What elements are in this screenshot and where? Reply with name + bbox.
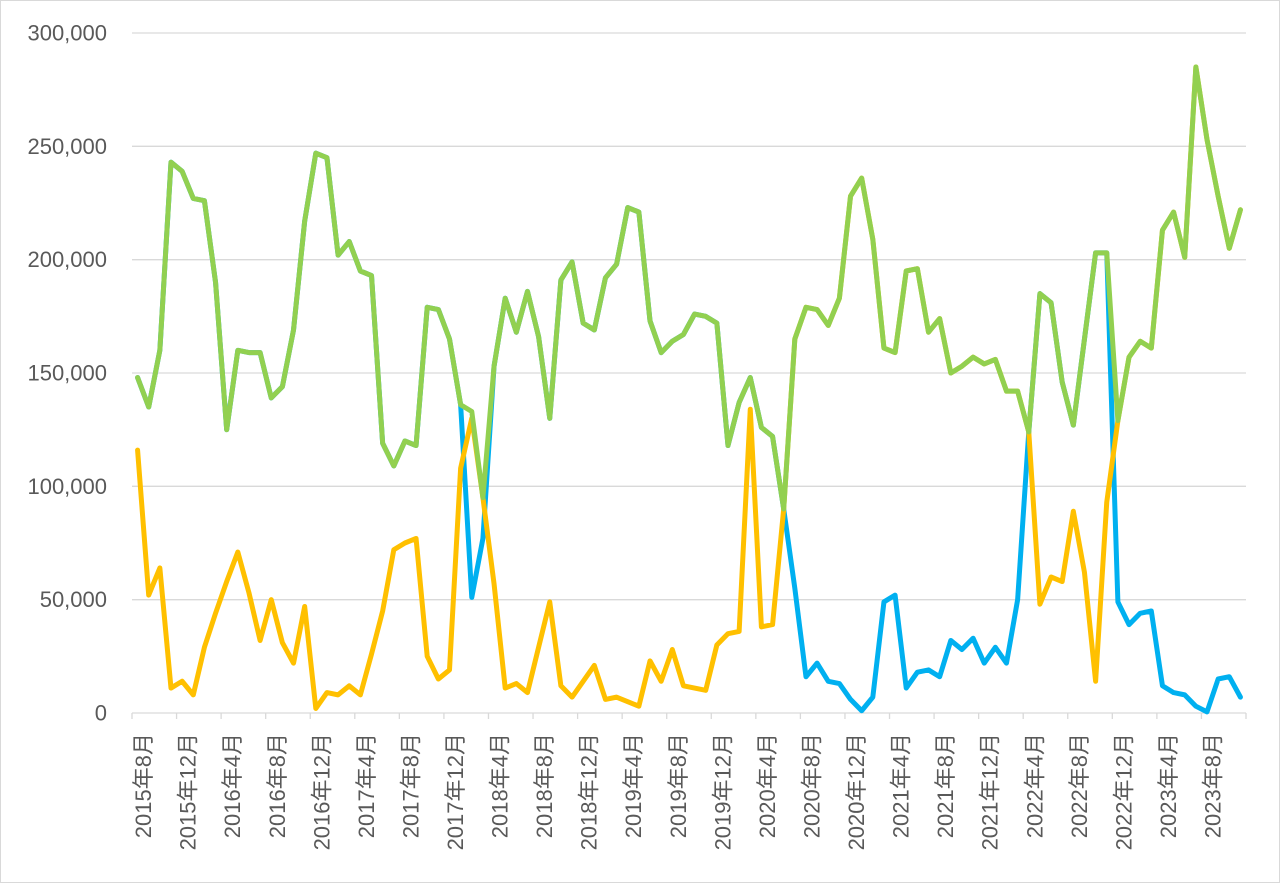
- x-tick-label: 2021年4月: [889, 733, 914, 838]
- y-tick-label: 0: [95, 701, 107, 726]
- x-tick-label: 2022年8月: [1067, 733, 1092, 838]
- x-tick-label: 2020年4月: [755, 733, 780, 838]
- y-tick-label: 200,000: [27, 247, 107, 272]
- x-tick-label: 2022年12月: [1111, 733, 1136, 850]
- x-tick-label: 2020年8月: [799, 733, 824, 838]
- x-tick-label: 2015年12月: [176, 733, 201, 850]
- x-tick-label: 2016年4月: [220, 733, 245, 838]
- x-tick-label: 2020年12月: [844, 733, 869, 850]
- series-line-2: [135, 64, 1243, 711]
- x-tick-label: 2023年8月: [1201, 733, 1226, 838]
- x-tick-label: 2016年8月: [265, 733, 290, 838]
- x-tick-label: 2019年8月: [666, 733, 691, 838]
- x-tick-label: 2016年12月: [309, 733, 334, 850]
- x-tick-label: 2023年4月: [1156, 733, 1181, 838]
- y-tick-label: 100,000: [27, 474, 107, 499]
- x-tick-label: 2017年8月: [398, 733, 423, 838]
- x-tick-label: 2018年12月: [577, 733, 602, 850]
- series-lines: [135, 64, 1243, 715]
- gridlines: [132, 32, 1246, 601]
- x-tick-label: 2019年4月: [621, 733, 646, 838]
- y-tick-label: 250,000: [27, 134, 107, 159]
- y-tick-label: 50,000: [40, 587, 107, 612]
- x-axis: [131, 712, 1247, 719]
- x-tick-label: 2017年4月: [354, 733, 379, 838]
- y-tick-label: 150,000: [27, 361, 107, 386]
- x-tick-label: 2018年8月: [532, 733, 557, 838]
- x-tick-label: 2017年12月: [443, 733, 468, 850]
- x-tick-label: 2018年4月: [488, 733, 513, 838]
- y-axis-labels: 0 50,000 100,000 150,000 200,000 250,000 300,0…: [27, 21, 107, 726]
- x-tick-label: 2021年8月: [933, 733, 958, 838]
- x-axis-labels: 2015年8月 2015年12月 2016年4月 2016年8月 2016年12月 201…: [131, 733, 1225, 850]
- x-tick-label: 2019年12月: [710, 733, 735, 850]
- x-tick-label: 2022年4月: [1022, 733, 1047, 838]
- y-tick-label: 300,000: [27, 21, 107, 46]
- x-tick-label: 2015年8月: [131, 733, 156, 838]
- series-line-3: [135, 64, 1243, 512]
- x-tick-label: 2021年12月: [978, 733, 1003, 850]
